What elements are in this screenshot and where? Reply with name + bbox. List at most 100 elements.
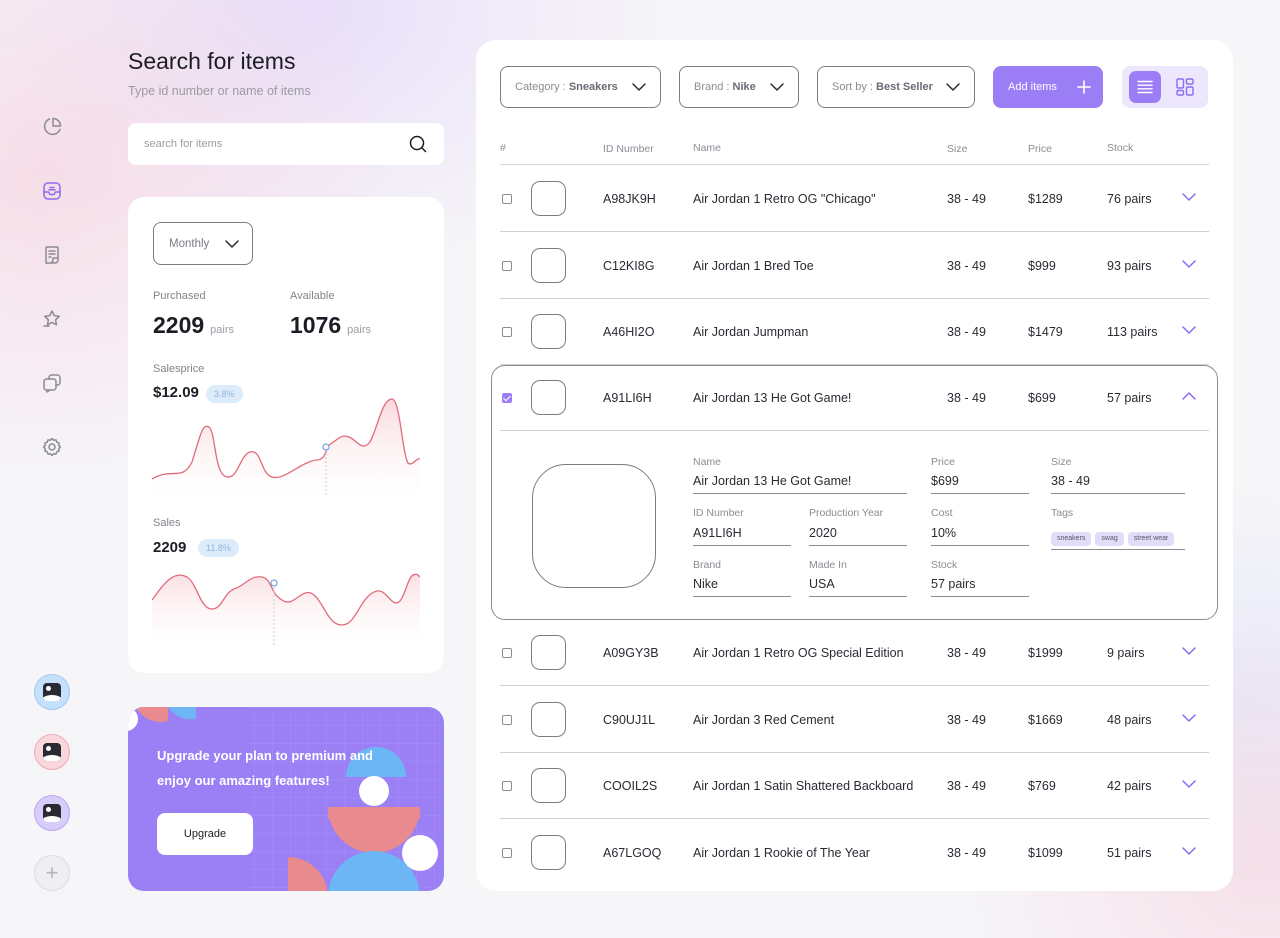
table-row[interactable]: A09GY3B Air Jordan 1 Retro OG Special Edi… (500, 620, 1209, 686)
detail-brand-label: Brand (693, 559, 722, 571)
item-stock: 9 pairs (1107, 646, 1145, 660)
item-id: A46HI2O (603, 325, 655, 339)
grid-view-icon (1176, 78, 1194, 96)
grid-view-button[interactable] (1169, 71, 1201, 103)
chevron-down-icon (632, 83, 646, 91)
item-id: A98JK9H (603, 192, 656, 206)
item-thumbnail (531, 181, 566, 216)
search-icon[interactable] (408, 134, 428, 154)
table-row[interactable]: A67LGOQ Air Jordan 1 Rookie of The Year 38… (500, 820, 1209, 886)
list-view-button[interactable] (1129, 71, 1161, 103)
chevron-down-icon[interactable] (1182, 647, 1196, 655)
sort-dropdown[interactable]: Sort by : Best Seller (817, 66, 975, 108)
chevron-up-icon[interactable] (1182, 392, 1196, 400)
gear-icon[interactable] (40, 435, 64, 459)
column-header-size[interactable]: Size (947, 143, 968, 155)
item-stock: 76 pairs (1107, 192, 1152, 206)
column-header-id[interactable]: ID Number (603, 143, 654, 155)
row-checkbox[interactable] (502, 261, 512, 271)
item-stock: 93 pairs (1107, 259, 1152, 273)
receipt-icon[interactable] (40, 243, 64, 267)
inbox-icon[interactable] (40, 179, 64, 203)
add-items-button[interactable]: Add items (993, 66, 1103, 108)
row-checkbox[interactable] (502, 194, 512, 204)
search-bar (128, 123, 444, 165)
chevron-down-icon[interactable] (1182, 193, 1196, 201)
column-header-price[interactable]: Price (1028, 143, 1052, 155)
row-checkbox[interactable] (502, 648, 512, 658)
column-header-number: # (500, 142, 506, 154)
detail-brand-field[interactable]: Nike (693, 577, 791, 597)
brand-filter-value: Nike (732, 81, 756, 93)
item-price: $999 (1028, 259, 1056, 273)
item-id: COOIL2S (603, 779, 658, 793)
row-divider (500, 752, 1209, 753)
detail-year-field[interactable]: 2020 (809, 526, 907, 546)
chevron-down-icon (946, 83, 960, 91)
item-id: C12KI8G (603, 259, 655, 273)
item-size: 38 - 49 (947, 325, 986, 339)
detail-id-label: ID Number (693, 507, 744, 519)
row-checkbox[interactable] (502, 848, 512, 858)
period-dropdown[interactable]: Monthly (153, 222, 253, 265)
row-checkbox[interactable] (502, 715, 512, 725)
view-toggle (1122, 66, 1208, 108)
row-checkbox[interactable] (502, 393, 512, 403)
chevron-down-icon[interactable] (1182, 714, 1196, 722)
chevron-down-icon[interactable] (1182, 847, 1196, 855)
avatar[interactable] (34, 795, 70, 831)
upgrade-button[interactable]: Upgrade (157, 813, 253, 855)
item-name: Air Jordan 1 Rookie of The Year (693, 846, 870, 860)
tag-chip[interactable]: sneakers (1051, 532, 1092, 546)
brand-filter[interactable]: Brand : Nike (679, 66, 799, 108)
avatar[interactable] (34, 734, 70, 770)
item-stock: 48 pairs (1107, 713, 1152, 727)
detail-id-field[interactable]: A91LI6H (693, 526, 791, 546)
item-thumbnail (531, 702, 566, 737)
period-value: Monthly (169, 237, 210, 250)
tag-chip[interactable]: street wear (1127, 532, 1175, 546)
table-row[interactable]: A91LI6H Air Jordan 13 He Got Game! 38 - 49… (500, 365, 1209, 431)
add-avatar-button[interactable]: + (34, 855, 70, 891)
table-row[interactable]: COOIL2S Air Jordan 1 Satin Shattered Back… (500, 753, 1209, 819)
image-icon (43, 804, 61, 822)
detail-stock-field[interactable]: 57 pairs (931, 577, 1029, 597)
detail-cost-field[interactable]: 10% (931, 526, 1029, 546)
category-filter[interactable]: Category : Sneakers (500, 66, 661, 108)
table-row[interactable]: A98JK9H Air Jordan 1 Retro OG "Chicago" 38… (500, 166, 1209, 232)
chevron-down-icon[interactable] (1182, 260, 1196, 268)
chevron-down-icon[interactable] (1182, 326, 1196, 334)
detail-name-field[interactable]: Air Jordan 13 He Got Game! (693, 474, 907, 494)
row-divider (500, 430, 1209, 431)
avatar[interactable] (34, 674, 70, 710)
detail-made-field[interactable]: USA (809, 577, 907, 597)
detail-cost-label: Cost (931, 507, 953, 519)
star-badge-icon[interactable] (40, 307, 64, 331)
item-image-placeholder (532, 464, 656, 588)
table-row[interactable]: A46HI2O Air Jordan Jumpman 38 - 49 $1479 113… (500, 299, 1209, 365)
tag-chip[interactable]: swag (1095, 532, 1124, 546)
search-input[interactable] (144, 138, 408, 150)
sales-change-badge: 11.8% (198, 539, 239, 557)
pie-chart-icon[interactable] (40, 115, 64, 139)
column-header-stock[interactable]: Stock (1107, 142, 1134, 154)
detail-size-label: Size (1051, 456, 1072, 468)
table-row[interactable]: C12KI8G Air Jordan 1 Bred Toe 38 - 49 $999 9… (500, 233, 1209, 299)
purchased-label: Purchased (153, 290, 206, 302)
expanded-row-frame (491, 365, 1218, 620)
available-value: 1076 pairs (290, 312, 371, 339)
table-row[interactable]: C90UJ1L Air Jordan 3 Red Cement 38 - 49 $16… (500, 687, 1209, 753)
salesprice-chart (152, 398, 420, 497)
plus-icon (1077, 80, 1091, 94)
category-filter-value: Sneakers (568, 81, 618, 93)
chevron-down-icon[interactable] (1182, 780, 1196, 788)
item-name: Air Jordan 1 Satin Shattered Backboard (693, 779, 914, 793)
column-header-name[interactable]: Name (693, 142, 722, 154)
detail-price-field[interactable]: $699 (931, 474, 1029, 494)
detail-tags-field[interactable]: sneakers swag street wear (1051, 527, 1185, 550)
row-checkbox[interactable] (502, 781, 512, 791)
item-price: $1099 (1028, 846, 1063, 860)
detail-size-field[interactable]: 38 - 49 (1051, 474, 1185, 494)
chat-icon[interactable] (40, 371, 64, 395)
row-checkbox[interactable] (502, 327, 512, 337)
